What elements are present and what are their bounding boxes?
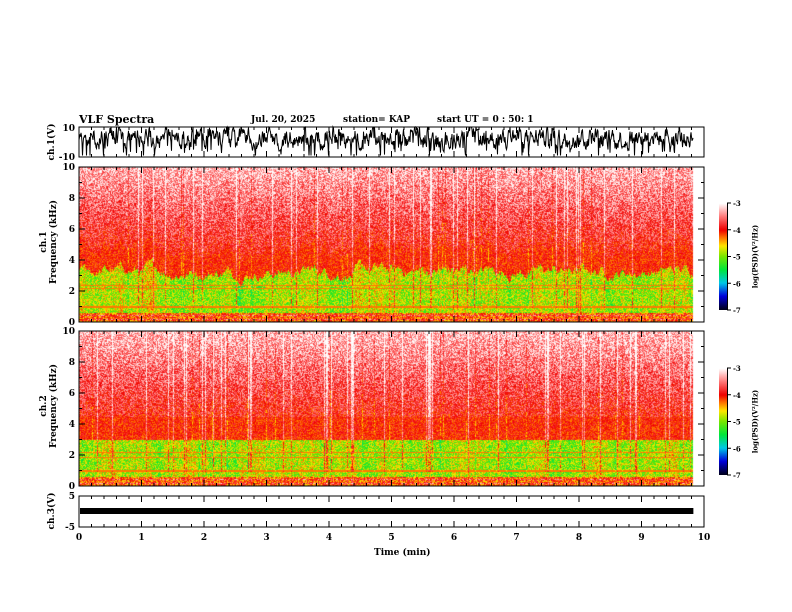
y-tick-label: 8 — [69, 358, 75, 368]
ch2-spectrogram-ylabel: ch.2 Frequency (kHz) — [39, 351, 59, 461]
frequency-label: Frequency (kHz) — [49, 364, 59, 449]
y-tick-label: -5 — [65, 523, 75, 533]
y-tick-label: 6 — [69, 389, 75, 399]
y-tick-label: 2 — [69, 451, 75, 461]
ch1-waveform-ylabel: ch.1(V) — [47, 123, 57, 161]
ch2-colorbar-label: log(PSD)(V²/Hz) — [750, 389, 760, 454]
start-time-label: start UT = 0 : 50: 1 — [437, 115, 534, 125]
date-label: Jul. 20, 2025 — [251, 115, 316, 125]
y-tick-label: 4 — [69, 420, 75, 430]
ch1-colorbar — [719, 203, 727, 310]
colorbar-tick-label: -5 — [733, 253, 741, 262]
y-tick-label: -10 — [59, 153, 75, 163]
x-tick-label: 5 — [388, 533, 394, 543]
y-tick-label: 8 — [69, 194, 75, 204]
colorbar-tick-label: -7 — [733, 306, 741, 315]
colorbar-tick-label: -4 — [733, 391, 741, 400]
ch2-label: ch.2 — [39, 395, 49, 417]
y-tick-label: 10 — [62, 163, 75, 173]
panel-frame — [78, 330, 705, 487]
y-tick-label: 0 — [69, 482, 75, 492]
ch3-waveform-line — [80, 508, 694, 514]
x-tick-label: 2 — [201, 533, 207, 543]
ch2-spectrogram — [79, 331, 704, 486]
panel-frame — [78, 166, 705, 323]
ch1-spectrogram — [79, 167, 704, 322]
x-tick-label: 0 — [76, 533, 82, 543]
ch2-colorbar — [719, 368, 727, 475]
x-axis-label: Time (min) — [374, 548, 431, 558]
y-tick-label: 4 — [69, 256, 75, 266]
x-tick-label: 9 — [638, 533, 644, 543]
x-tick-label: 7 — [513, 533, 519, 543]
y-tick-label: 2 — [69, 287, 75, 297]
colorbar-tick-label: -4 — [733, 226, 741, 235]
ch1-spectrogram-ylabel: ch.1 Frequency (kHz) — [39, 187, 59, 297]
ch1-label: ch.1 — [39, 231, 49, 253]
x-tick-label: 6 — [451, 533, 457, 543]
frequency-label: Frequency (kHz) — [49, 200, 59, 285]
figure-title: VLF Spectra — [79, 113, 155, 126]
ch1-waveform-line — [78, 125, 694, 156]
x-tick-label: 10 — [698, 533, 711, 543]
colorbar-tick-label: -6 — [733, 279, 741, 288]
colorbar-tick-label: -7 — [733, 471, 741, 480]
y-tick-label: 10 — [62, 124, 75, 134]
y-tick-label: 5 — [69, 492, 75, 502]
x-tick-label: 1 — [138, 533, 144, 543]
station-label: station= KAP — [343, 115, 411, 125]
colorbar-tick-label: -3 — [733, 364, 741, 373]
x-tick-label: 4 — [326, 533, 332, 543]
y-tick-label: 6 — [69, 225, 75, 235]
x-tick-label: 8 — [576, 533, 582, 543]
ch1-colorbar-label: log(PSD)(V²/Hz) — [750, 224, 760, 289]
x-tick-label: 3 — [263, 533, 269, 543]
colorbar-tick-label: -3 — [733, 199, 741, 208]
colorbar-tick-label: -6 — [733, 444, 741, 453]
ch3-waveform-ylabel: ch.3(V) — [47, 492, 57, 530]
y-tick-label: 10 — [62, 327, 75, 337]
colorbar-tick-label: -5 — [733, 418, 741, 427]
y-tick-label: 0 — [69, 318, 75, 328]
